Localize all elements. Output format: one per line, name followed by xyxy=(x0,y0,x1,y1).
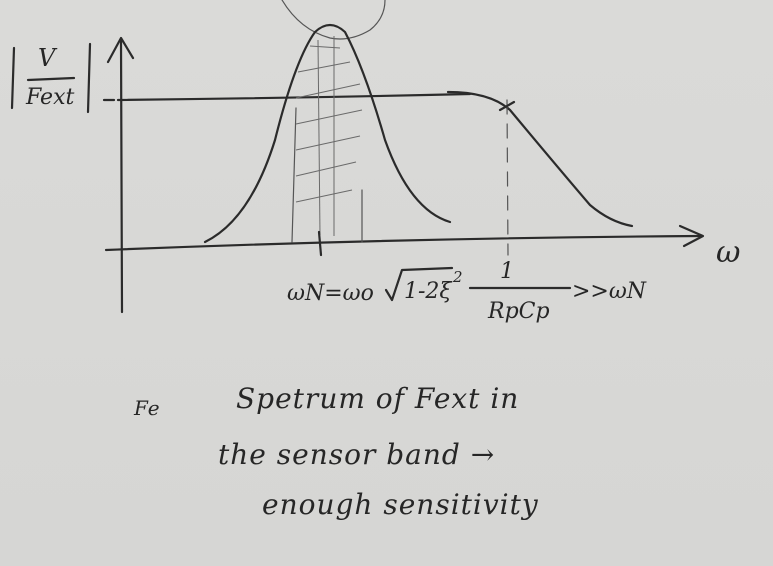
note-marker: Fe xyxy=(134,396,161,420)
cutoff-numerator: 1 xyxy=(500,259,514,284)
abs-bar-right xyxy=(86,42,92,114)
cutoff-marker-cross xyxy=(498,100,516,112)
note-line-2: the sensor band → xyxy=(218,438,496,471)
note-line-1: Spetrum of Fext in xyxy=(236,382,520,415)
note-line-3: enough sensitivity xyxy=(262,488,539,521)
sqrt-sign xyxy=(384,266,454,302)
cutoff-dashed-marker xyxy=(506,99,509,256)
y-label-denominator: Fext xyxy=(25,85,74,110)
x-axis xyxy=(104,234,702,252)
y-axis-arrowhead xyxy=(106,36,135,64)
natural-freq-tick xyxy=(317,230,323,257)
natural-freq-label: ωN=ωo xyxy=(287,281,374,306)
y-label-numerator: V xyxy=(38,44,58,72)
y-label-fraction-bar xyxy=(26,76,76,82)
top-circle-arc xyxy=(281,0,386,40)
sensor-band-hatch xyxy=(291,36,363,243)
x-axis-arrowhead xyxy=(678,224,705,248)
cutoff-denominator: RpCp xyxy=(487,299,550,324)
resonance-curve xyxy=(203,23,452,244)
natural-freq-exponent: 2 xyxy=(452,268,463,286)
y-axis xyxy=(119,38,124,314)
x-axis-label: ω xyxy=(716,235,740,270)
natural-freq-radicand: 1-2ξ xyxy=(404,279,453,304)
cutoff-relation: >>ωN xyxy=(572,279,647,304)
abs-bar-left xyxy=(10,46,16,110)
lowpass-curve xyxy=(446,90,634,228)
reference-level-line xyxy=(116,92,472,102)
